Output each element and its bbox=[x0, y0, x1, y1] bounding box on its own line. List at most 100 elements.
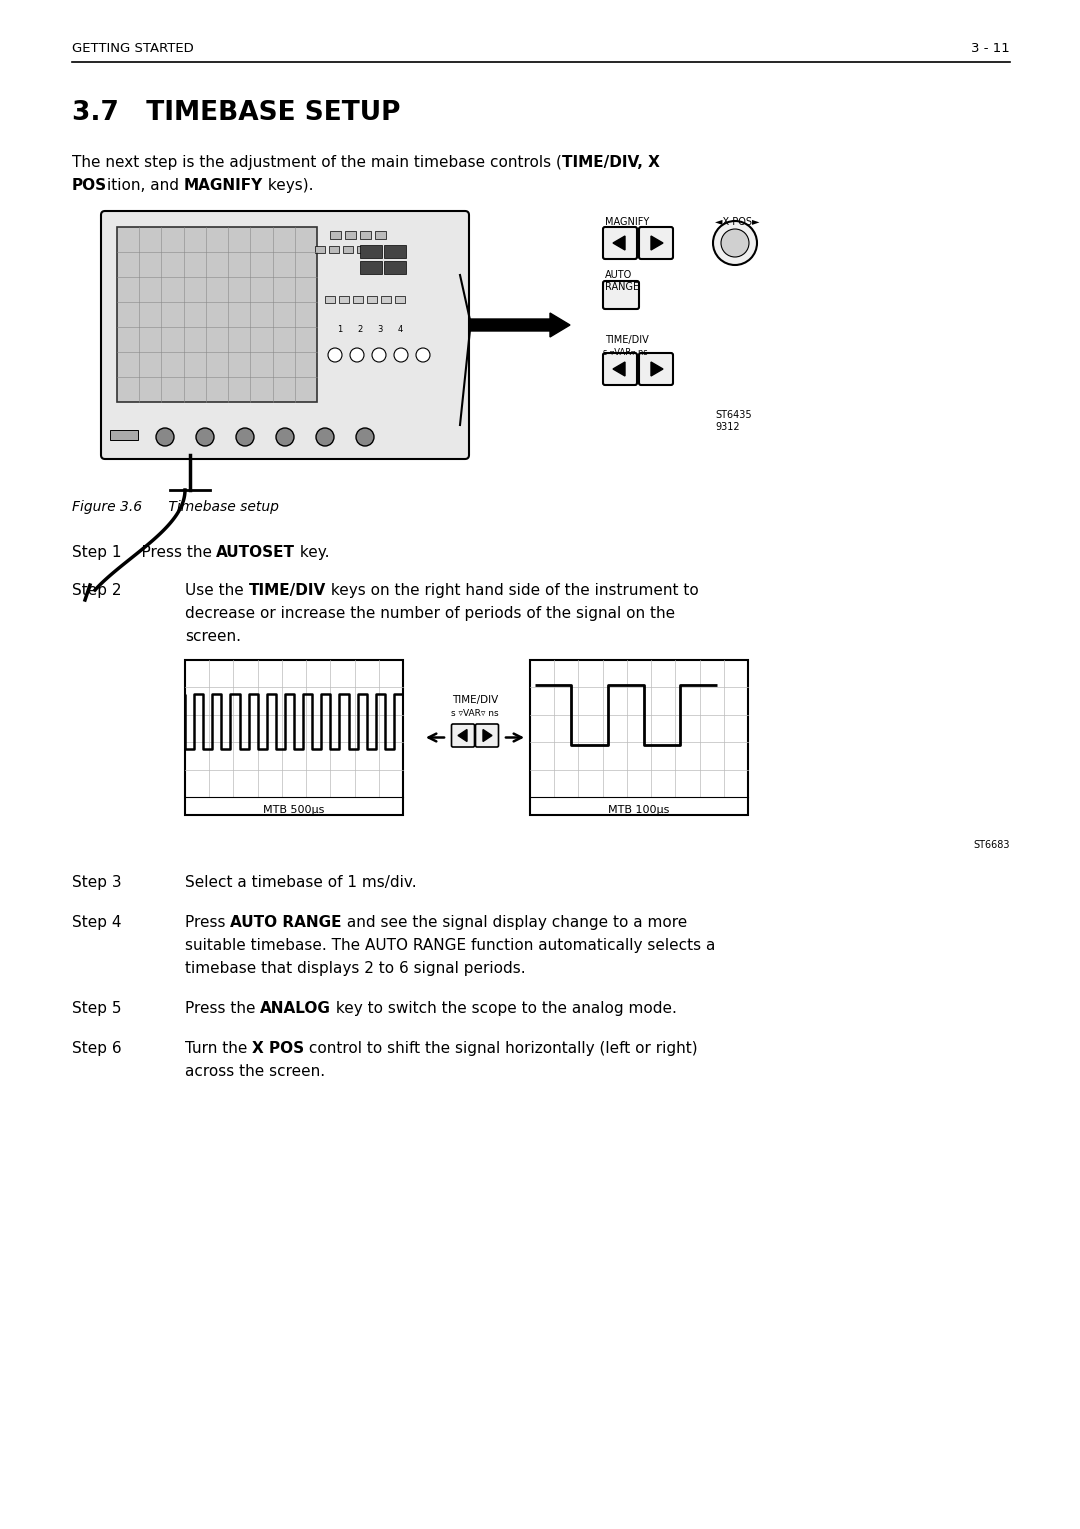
Text: TIME/DIV: TIME/DIV bbox=[451, 696, 498, 705]
Text: 3: 3 bbox=[377, 326, 382, 335]
Text: 1: 1 bbox=[337, 326, 342, 335]
Bar bbox=[110, 430, 138, 440]
Text: The next step is the adjustment of the main timebase controls (: The next step is the adjustment of the m… bbox=[72, 154, 562, 170]
Bar bbox=[384, 245, 406, 258]
Text: suitable timebase. The AUTO RANGE function automatically selects a: suitable timebase. The AUTO RANGE functi… bbox=[185, 937, 715, 953]
Text: X POS: X POS bbox=[253, 1041, 305, 1057]
Text: 2: 2 bbox=[357, 326, 363, 335]
FancyBboxPatch shape bbox=[603, 226, 637, 258]
FancyBboxPatch shape bbox=[603, 281, 639, 309]
Bar bbox=[325, 297, 335, 303]
FancyBboxPatch shape bbox=[451, 725, 474, 748]
Text: timebase that displays 2 to 6 signal periods.: timebase that displays 2 to 6 signal per… bbox=[185, 962, 526, 976]
Text: 3 - 11: 3 - 11 bbox=[971, 41, 1010, 55]
FancyBboxPatch shape bbox=[639, 353, 673, 385]
Bar bbox=[329, 246, 339, 252]
Bar bbox=[395, 297, 405, 303]
Circle shape bbox=[276, 428, 294, 446]
Circle shape bbox=[237, 428, 254, 446]
Text: MAGNIFY: MAGNIFY bbox=[605, 217, 649, 226]
Bar bbox=[343, 246, 353, 252]
Polygon shape bbox=[613, 235, 625, 251]
Bar bbox=[360, 231, 372, 239]
Text: AUTOSET: AUTOSET bbox=[216, 544, 295, 560]
Bar bbox=[530, 661, 748, 815]
Text: Step 4: Step 4 bbox=[72, 914, 121, 930]
Text: MAGNIFY: MAGNIFY bbox=[184, 177, 264, 193]
Text: Turn the: Turn the bbox=[185, 1041, 253, 1057]
Bar bbox=[315, 246, 325, 252]
Text: and see the signal display change to a more: and see the signal display change to a m… bbox=[342, 914, 687, 930]
Polygon shape bbox=[651, 235, 663, 251]
Text: ition, and: ition, and bbox=[107, 177, 184, 193]
Text: Press the: Press the bbox=[185, 1001, 260, 1015]
Text: ANALOG: ANALOG bbox=[260, 1001, 332, 1015]
Bar bbox=[372, 246, 381, 252]
Text: Step 3: Step 3 bbox=[72, 875, 122, 890]
Bar bbox=[367, 297, 377, 303]
Circle shape bbox=[416, 349, 430, 362]
Polygon shape bbox=[651, 362, 663, 376]
Bar bbox=[330, 231, 341, 239]
Circle shape bbox=[195, 428, 214, 446]
Text: GETTING STARTED: GETTING STARTED bbox=[72, 41, 193, 55]
Circle shape bbox=[156, 428, 174, 446]
Text: MTB 100μs: MTB 100μs bbox=[608, 804, 670, 815]
Text: key to switch the scope to the analog mode.: key to switch the scope to the analog mo… bbox=[332, 1001, 677, 1015]
Text: ST6683: ST6683 bbox=[973, 839, 1010, 850]
Text: Press the: Press the bbox=[121, 544, 216, 560]
Bar bbox=[339, 297, 349, 303]
Text: control to shift the signal horizontally (left or right): control to shift the signal horizontally… bbox=[305, 1041, 698, 1057]
Text: ST6435
9312: ST6435 9312 bbox=[715, 410, 752, 433]
Text: TIME/DIV, X: TIME/DIV, X bbox=[562, 154, 660, 170]
Text: AUTO RANGE: AUTO RANGE bbox=[230, 914, 342, 930]
Circle shape bbox=[372, 349, 386, 362]
Bar bbox=[381, 297, 391, 303]
FancyBboxPatch shape bbox=[639, 226, 673, 258]
Text: keys).: keys). bbox=[264, 177, 314, 193]
Circle shape bbox=[394, 349, 408, 362]
Bar bbox=[345, 231, 356, 239]
Circle shape bbox=[713, 222, 757, 265]
Text: AUTO
RANGE: AUTO RANGE bbox=[605, 271, 639, 292]
Text: MTB 500μs: MTB 500μs bbox=[264, 804, 325, 815]
Text: Select a timebase of 1 ms/div.: Select a timebase of 1 ms/div. bbox=[185, 875, 417, 890]
Text: Step 5: Step 5 bbox=[72, 1001, 121, 1015]
FancyBboxPatch shape bbox=[102, 211, 469, 459]
Bar bbox=[185, 661, 403, 815]
Polygon shape bbox=[458, 729, 467, 742]
Text: s ▿VAR▿ ns: s ▿VAR▿ ns bbox=[451, 709, 499, 719]
Text: screen.: screen. bbox=[185, 628, 241, 644]
Text: Use the: Use the bbox=[185, 583, 248, 598]
Circle shape bbox=[356, 428, 374, 446]
Circle shape bbox=[316, 428, 334, 446]
Text: across the screen.: across the screen. bbox=[185, 1064, 325, 1079]
Polygon shape bbox=[613, 362, 625, 376]
Text: ◄X POS►: ◄X POS► bbox=[715, 217, 759, 226]
Circle shape bbox=[328, 349, 342, 362]
Bar bbox=[357, 246, 367, 252]
Text: Press: Press bbox=[185, 914, 230, 930]
Text: Step 6: Step 6 bbox=[72, 1041, 122, 1057]
Text: TIME/DIV: TIME/DIV bbox=[605, 335, 649, 346]
FancyBboxPatch shape bbox=[475, 725, 499, 748]
Text: 3.7   TIMEBASE SETUP: 3.7 TIMEBASE SETUP bbox=[72, 99, 401, 125]
Bar bbox=[384, 261, 406, 274]
Polygon shape bbox=[483, 729, 492, 742]
Text: TIME/DIV: TIME/DIV bbox=[248, 583, 326, 598]
FancyBboxPatch shape bbox=[603, 353, 637, 385]
Polygon shape bbox=[470, 313, 570, 336]
Bar bbox=[353, 297, 363, 303]
Text: Step 1: Step 1 bbox=[72, 544, 121, 560]
Text: Figure 3.6      Timebase setup: Figure 3.6 Timebase setup bbox=[72, 500, 279, 514]
Bar bbox=[384, 246, 395, 252]
Text: 4: 4 bbox=[397, 326, 403, 335]
Text: Step 2: Step 2 bbox=[72, 583, 121, 598]
Text: key.: key. bbox=[295, 544, 329, 560]
Bar bbox=[360, 245, 382, 258]
Text: decrease or increase the number of periods of the signal on the: decrease or increase the number of perio… bbox=[185, 605, 675, 621]
Bar bbox=[375, 231, 386, 239]
Circle shape bbox=[721, 229, 750, 257]
Bar bbox=[360, 261, 382, 274]
Text: POS: POS bbox=[72, 177, 107, 193]
